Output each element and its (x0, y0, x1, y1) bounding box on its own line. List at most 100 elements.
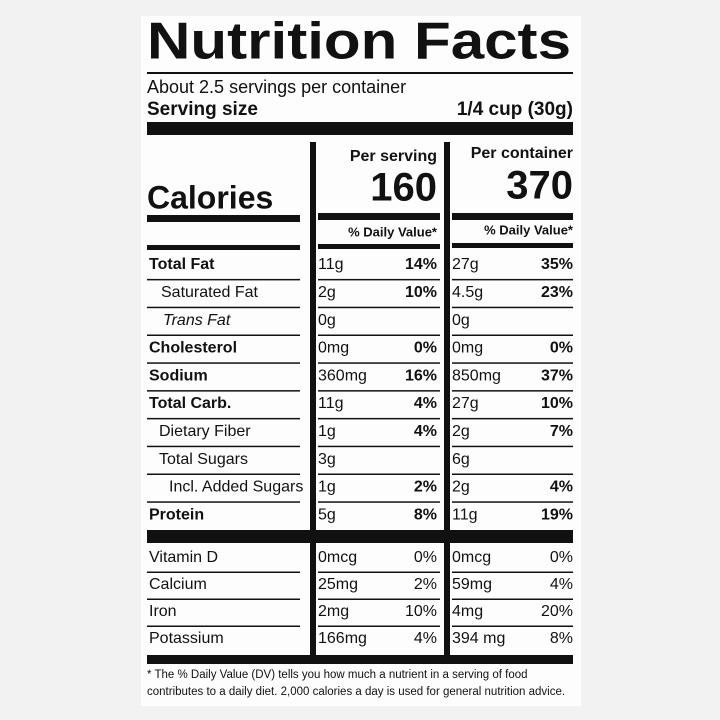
row-rule (318, 390, 440, 392)
row-rule (318, 598, 440, 600)
calories-label: Calories (147, 179, 273, 215)
daily-value: 7% (550, 423, 573, 440)
servings: About 2.5 servings per container (147, 77, 406, 97)
daily-value: 4% (414, 395, 437, 412)
amount: 850mg (452, 367, 501, 384)
daily-value: 35% (541, 256, 573, 273)
nutrient-name: Iron (149, 603, 177, 620)
title: Nutrition Facts (147, 13, 571, 71)
nutrient-name: Calcium (149, 576, 207, 593)
row-rule (452, 445, 573, 448)
footnote: * The % Daily Value (DV) tells you how m… (147, 669, 528, 681)
column-divider (310, 142, 316, 532)
row-rule (318, 362, 440, 364)
serving-size-value: 1/4 cup (30g) (457, 99, 573, 120)
amount: 0mcg (452, 549, 491, 566)
daily-value: 4% (414, 630, 437, 647)
amount: 5g (318, 506, 336, 523)
row-rule (318, 473, 440, 475)
row-rule (147, 334, 300, 336)
amount: 25mg (318, 576, 358, 593)
amount: 1g (318, 479, 336, 496)
row-rule (147, 598, 300, 600)
daily-value: 0% (414, 549, 437, 566)
amount: 0mg (318, 340, 349, 357)
daily-value: 4% (550, 576, 573, 593)
row-rule (452, 362, 573, 364)
row-rule (318, 334, 440, 336)
row-rule (318, 417, 440, 420)
daily-value: 16% (405, 367, 437, 384)
nutrient-name: Total Sugars (159, 451, 248, 468)
daily-value: 2% (414, 479, 437, 496)
nutrient-name: Sodium (149, 367, 208, 384)
row-rule (452, 598, 573, 600)
row-rule (452, 501, 573, 503)
amount: 0g (318, 312, 336, 329)
daily-value: 0% (550, 340, 573, 357)
nutrient-name: Saturated Fat (161, 284, 259, 301)
nutrient-name: Potassium (149, 630, 224, 647)
amount: 11g (318, 256, 344, 273)
amount: 0g (452, 312, 470, 329)
amount: 4.5g (452, 284, 483, 301)
row-rule (452, 306, 573, 309)
thick-rule (147, 122, 573, 135)
amount: 360mg (318, 367, 367, 384)
rule (318, 213, 440, 220)
row-rule (147, 306, 300, 309)
row-rule (147, 362, 300, 364)
column-divider (310, 543, 316, 655)
nutrient-name: Total Fat (149, 256, 215, 273)
daily-value: 4% (550, 479, 573, 496)
nutrient-name: Total Carb. (149, 395, 231, 412)
daily-value-header: % Daily Value* (348, 224, 438, 239)
per-container-label: Per container (471, 145, 573, 162)
serving-size-label: Serving size (147, 99, 258, 120)
thick-rule (147, 655, 573, 664)
row-rule (318, 278, 440, 281)
amount: 0mg (452, 340, 483, 357)
row-rule (452, 278, 573, 281)
column-divider (444, 142, 450, 532)
amount: 27g (452, 256, 479, 273)
daily-value: 2% (414, 576, 437, 593)
daily-value: 19% (541, 506, 573, 523)
amount: 27g (452, 395, 479, 412)
amount: 2g (318, 284, 336, 301)
daily-value: 10% (405, 284, 437, 301)
row-rule (318, 445, 440, 448)
amount: 2mg (318, 603, 349, 620)
amount: 394 mg (452, 630, 505, 647)
daily-value: 37% (541, 367, 573, 384)
nutrient-name: Trans Fat (163, 312, 231, 329)
amount: 11g (452, 506, 478, 523)
daily-value: 14% (405, 256, 437, 273)
calories-per-container: 370 (506, 164, 573, 208)
daily-value: 20% (541, 603, 573, 620)
amount: 1g (318, 423, 336, 440)
amount: 11g (318, 395, 344, 412)
daily-value-header: % Daily Value* (484, 222, 574, 237)
daily-value: 0% (414, 340, 437, 357)
nutrient-name: Cholesterol (149, 340, 237, 357)
row-rule (318, 306, 440, 309)
row-rule (318, 571, 440, 573)
rule (452, 243, 573, 248)
daily-value: 23% (541, 284, 573, 301)
row-rule (147, 417, 300, 420)
daily-value: 4% (414, 423, 437, 440)
amount: 166mg (318, 630, 367, 647)
row-rule (452, 417, 573, 420)
row-rule (147, 445, 300, 448)
amount: 6g (452, 451, 470, 468)
amount: 0mcg (318, 549, 357, 566)
column-divider (444, 543, 450, 655)
rule (147, 215, 300, 222)
amount: 59mg (452, 576, 492, 593)
row-rule (147, 278, 300, 281)
row-rule (147, 571, 300, 573)
row-rule (318, 501, 440, 503)
daily-value: 8% (414, 506, 437, 523)
